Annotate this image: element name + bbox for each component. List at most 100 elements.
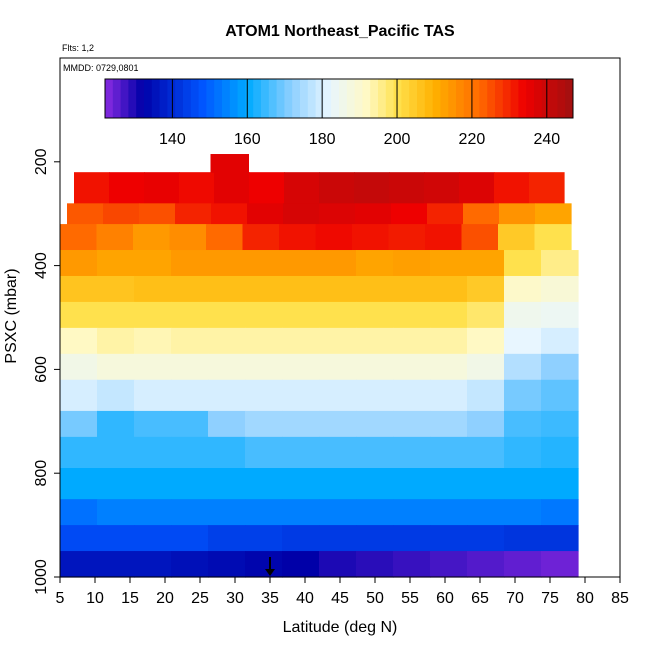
heatmap-cell [283, 203, 320, 225]
colorbar-segment [253, 79, 262, 118]
heatmap-cell [245, 499, 283, 526]
colorbar-segment [448, 79, 457, 118]
heatmap-cell [319, 203, 356, 225]
heatmap-cell [208, 410, 246, 438]
heatmap-cell [134, 327, 172, 355]
heatmap-cell [529, 172, 565, 204]
heatmap-cell [171, 525, 209, 552]
date-annotation: MMDD: 0729,0801 [63, 63, 139, 73]
heatmap-cell [134, 275, 172, 303]
heatmap-cell [319, 436, 357, 469]
colorbar-tick-label: 240 [533, 131, 560, 148]
heatmap-cell [430, 275, 468, 303]
colorbar-segment [307, 79, 317, 118]
colorbar-segment [323, 79, 332, 118]
heatmap-cell [282, 468, 320, 500]
x-tick-label: 10 [86, 590, 104, 607]
colorbar-segment [393, 79, 402, 118]
heatmap-cell [96, 224, 134, 251]
heatmap-cell [356, 353, 394, 381]
heatmap-cell [282, 353, 320, 381]
heatmap-cell [467, 353, 505, 381]
heatmap-cell [245, 436, 283, 469]
heatmap-cell [504, 275, 542, 303]
heatmap-cell [467, 525, 505, 552]
x-axis-label: Latitude (deg N) [283, 619, 398, 636]
heatmap-cell [504, 379, 542, 412]
heatmap-cell [356, 275, 394, 303]
heatmap-cell [541, 499, 579, 526]
x-tick-label: 85 [611, 590, 629, 607]
x-tick-label: 30 [226, 590, 244, 607]
heatmap-cell [208, 499, 246, 526]
heatmap-cell [504, 436, 542, 469]
heatmap-cell [393, 410, 431, 438]
y-tick-label: 200 [33, 148, 50, 175]
heatmap-cell [60, 525, 98, 552]
heatmap-cell [393, 551, 431, 578]
colorbar-segment [346, 79, 356, 118]
heatmap-cell [279, 224, 317, 251]
colorbar-segment [237, 79, 246, 118]
colorbar-tick-label: 140 [159, 131, 186, 148]
heatmap-cell [208, 327, 246, 355]
heatmap-cell [393, 468, 431, 500]
colorbar-segment [385, 79, 395, 118]
heatmap-cell [430, 525, 468, 552]
x-tick-label: 50 [366, 590, 384, 607]
heatmap-cell [282, 250, 320, 277]
heatmap-cell [171, 410, 209, 438]
heatmap-cell [245, 327, 283, 355]
heatmap-cell [541, 250, 579, 277]
heatmap-cell [60, 436, 98, 469]
colorbar-tick-label: 160 [234, 131, 261, 148]
x-tick-label: 5 [56, 590, 65, 607]
heatmap-cell [282, 410, 320, 438]
heatmap-cell [171, 499, 209, 526]
heatmap-cell [504, 499, 542, 526]
colorbar-segment [417, 79, 426, 118]
heatmap-cell [169, 224, 207, 251]
heatmap-cell [134, 379, 172, 412]
colorbar-tick-label: 200 [384, 131, 411, 148]
x-tick-label: 75 [541, 590, 559, 607]
heatmap-cell [430, 410, 468, 438]
heatmap-cell [282, 499, 320, 526]
heatmap-cell [467, 327, 505, 355]
heatmap-cell [389, 172, 425, 204]
colorbar-segment [159, 79, 168, 118]
heatmap-cell [282, 525, 320, 552]
heatmap-cell [97, 275, 135, 303]
heatmap-cell [504, 468, 542, 500]
heatmap-cell [393, 525, 431, 552]
heatmap-cell [60, 410, 98, 438]
flights-annotation: Flts: 1,2 [62, 43, 94, 53]
heatmap-cell [504, 250, 542, 277]
heatmap-cell [356, 327, 394, 355]
heatmap-cell [60, 327, 98, 355]
colorbar-segment [534, 79, 543, 118]
heatmap-cell [103, 203, 140, 225]
heatmap-cell [134, 250, 172, 277]
heatmap-cell [247, 203, 284, 225]
heatmap-cell [504, 525, 542, 552]
heatmap-cell [355, 203, 392, 225]
colorbar-segment [222, 79, 231, 118]
x-tick-label: 65 [471, 590, 489, 607]
heatmap-cell [214, 172, 250, 204]
heatmap-cell [134, 499, 172, 526]
x-tick-label: 35 [261, 590, 279, 607]
heatmap-cell [208, 468, 246, 500]
heatmap-cell [393, 301, 431, 329]
colorbar: 140 160 180 200 220 240 [104, 78, 574, 148]
heatmap-cell [245, 525, 283, 552]
heatmap-cell [245, 353, 283, 381]
heatmap-cell [467, 436, 505, 469]
colorbar-segment [541, 79, 551, 118]
heatmap-cell [245, 301, 283, 329]
heatmap-cell [541, 275, 579, 303]
heatmap-cell [60, 551, 98, 578]
heatmap-cell [171, 353, 209, 381]
heatmap-cell [494, 172, 530, 204]
